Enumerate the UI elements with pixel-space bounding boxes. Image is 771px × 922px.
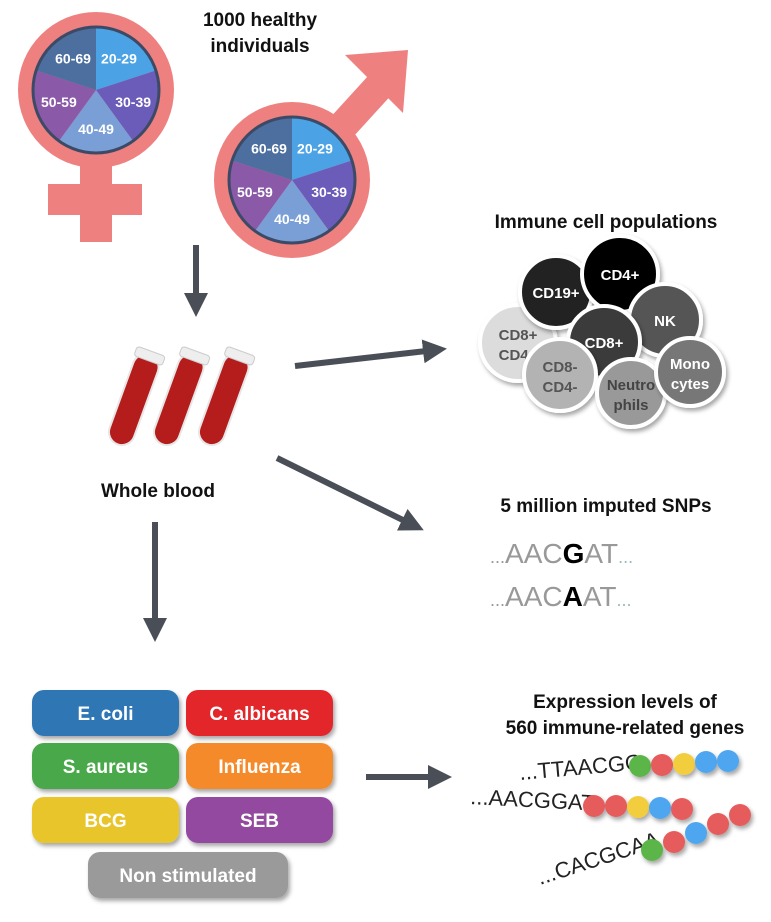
pie-slice-40-49 — [58, 90, 134, 153]
expression-bead — [627, 796, 649, 818]
pie-label: 20-29 — [101, 50, 137, 66]
arrow-blood-to-cells — [294, 339, 447, 369]
expression-title-line1: Expression levels of — [533, 692, 717, 713]
expression-bead — [671, 798, 693, 820]
pie-label: 60-69 — [55, 50, 91, 66]
stimulus-seb: SEB — [186, 797, 333, 843]
pie-slice-30-39 — [96, 70, 159, 141]
pie-slice-60-69 — [232, 117, 292, 180]
svg-text:Neutro: Neutro — [607, 377, 655, 394]
pie-label: 20-29 — [297, 140, 333, 156]
pie-label: 50-59 — [237, 184, 273, 200]
expression-bead — [729, 804, 751, 826]
cells-title: Immune cell populations — [495, 212, 718, 233]
expression-bead — [707, 813, 729, 835]
pie-slice-50-59 — [229, 160, 292, 231]
svg-text:Non stimulated: Non stimulated — [119, 866, 256, 887]
cell-cd19: CD19+ — [518, 254, 594, 330]
pie-label: 40-49 — [274, 211, 310, 227]
expression-strands: ...TTAACGG...AACGGAT ...CACGCAA — [470, 749, 751, 890]
expression-bead — [663, 831, 685, 853]
expression-strand: ...AACGGAT — [470, 784, 693, 820]
svg-text:...TTAACGG: ...TTAACGG — [518, 749, 643, 785]
pie-slice-40-49 — [254, 180, 330, 243]
stimulus-s-aureus: S. aureus — [32, 743, 179, 789]
svg-text:CD8+: CD8+ — [499, 327, 538, 344]
svg-text:...CACGCAA: ...CACGCAA — [534, 827, 663, 890]
snp-sequences: ...AACGAT... ...AACAAT... — [490, 538, 633, 612]
pie-label: 30-39 — [311, 184, 347, 200]
pie-label: 60-69 — [251, 140, 287, 156]
svg-text:CD4+: CD4+ — [601, 267, 640, 284]
expression-strand: ...TTAACGG — [518, 749, 739, 785]
snp-sequence-2: ...AACAAT... — [490, 581, 632, 612]
svg-text:C. albicans: C. albicans — [209, 704, 309, 725]
pie-label: 30-39 — [115, 94, 151, 110]
cell-monocytes: Mono cytes — [654, 336, 726, 408]
expression-bead — [605, 795, 627, 817]
stimulus-non-stimulated: Non stimulated — [88, 852, 288, 898]
svg-text:CD8-: CD8- — [542, 359, 577, 376]
pie-slice-30-39 — [292, 160, 355, 231]
svg-text:Mono: Mono — [670, 356, 710, 373]
svg-text:Influenza: Influenza — [218, 757, 301, 778]
svg-text:NK: NK — [654, 313, 676, 330]
svg-text:BCG: BCG — [84, 811, 126, 832]
snp-sequence-1: ...AACGAT... — [490, 538, 633, 569]
whole-blood-label: Whole blood — [101, 481, 215, 502]
flow-arrows — [143, 245, 452, 789]
svg-text:CD4-: CD4- — [542, 379, 577, 396]
svg-text:CD8+: CD8+ — [585, 335, 624, 352]
svg-text:cytes: cytes — [671, 376, 709, 393]
expression-bead — [685, 822, 707, 844]
expression-bead — [583, 795, 605, 817]
stimulus-influenza: Influenza — [186, 743, 333, 789]
stimulus-e-coli: E. coli — [32, 690, 179, 736]
blood-tubes-icon — [107, 346, 256, 447]
pie-slice-20-29 — [292, 117, 352, 180]
svg-text:phils: phils — [613, 397, 648, 414]
stimulation-conditions: E. coli C. albicans S. aureus Influenza BCG S… — [32, 690, 333, 898]
cohort-title-line1: 1000 healthy — [203, 10, 317, 31]
stimulus-c-albicans: C. albicans — [186, 690, 333, 736]
cell-cd8cd4: CD8- CD4- — [522, 337, 598, 413]
expression-bead — [673, 753, 695, 775]
expression-bead — [641, 839, 663, 861]
expression-bead — [695, 751, 717, 773]
svg-text:...AACGGAT: ...AACGGAT — [470, 784, 595, 815]
expression-bead — [649, 797, 671, 819]
pie-label: 40-49 — [78, 121, 114, 137]
pie-label: 50-59 — [41, 94, 77, 110]
svg-text:SEB: SEB — [240, 811, 279, 832]
snps-title: 5 million imputed SNPs — [500, 496, 711, 517]
cohort-title-line2: individuals — [210, 36, 309, 57]
arrow-blood-to-snps — [275, 455, 424, 531]
pie-slice-20-29 — [96, 27, 156, 90]
expression-bead — [717, 750, 739, 772]
stimulus-bcg: BCG — [32, 797, 179, 843]
expression-bead — [651, 754, 673, 776]
pie-slice-60-69 — [36, 27, 96, 90]
svg-text:E. coli: E. coli — [78, 704, 134, 725]
pie-slice-50-59 — [33, 70, 96, 141]
expression-bead — [629, 755, 651, 777]
svg-text:CD19+: CD19+ — [532, 285, 579, 302]
svg-text:S. aureus: S. aureus — [63, 757, 149, 778]
expression-title-line2: 560 immune-related genes — [506, 718, 745, 739]
